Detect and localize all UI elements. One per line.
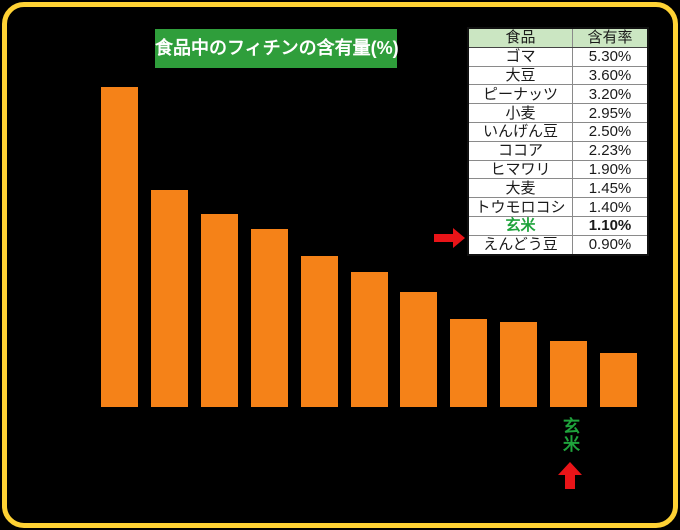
- food-cell: ピーナッツ: [467, 84, 573, 105]
- bar-いんげん豆: [300, 256, 338, 407]
- up-arrow-icon: [558, 462, 582, 489]
- food-cell: 小麦: [467, 103, 573, 123]
- bar-大豆: [150, 189, 188, 407]
- rate-cell: 2.50%: [572, 121, 649, 142]
- table-row: トウモロコシ 1.40%: [467, 197, 649, 217]
- table-row: ピーナッツ 3.20%: [467, 84, 649, 105]
- food-cell: えんどう豆: [467, 234, 573, 256]
- rate-cell: 0.90%: [572, 234, 649, 256]
- bar-玄米: [550, 340, 588, 407]
- rate-column-header: 含有率: [572, 27, 649, 48]
- bar-大麦: [450, 319, 488, 407]
- bar-小麦: [250, 228, 288, 407]
- rate-cell: 1.10%: [572, 215, 649, 236]
- bar-ココア: [350, 272, 388, 407]
- food-cell: いんげん豆: [467, 121, 573, 142]
- table-row: 玄米 1.10%: [467, 215, 649, 236]
- table-row: 大麦 1.45%: [467, 178, 649, 199]
- rate-cell: 3.60%: [572, 65, 649, 86]
- rate-cell: 3.20%: [572, 84, 649, 105]
- table-row: えんどう豆 0.90%: [467, 234, 649, 256]
- food-cell: 大豆: [467, 65, 573, 86]
- food-cell: ヒマワリ: [467, 159, 573, 180]
- food-cell: 玄米: [467, 215, 573, 236]
- table-row: ヒマワリ 1.90%: [467, 159, 649, 180]
- bar-えんどう豆: [600, 352, 637, 407]
- food-cell: 大麦: [467, 178, 573, 199]
- food-cell: ココア: [467, 140, 573, 161]
- food-cell: ゴマ: [467, 46, 573, 67]
- chart-title: 食品中のフィチンの含有量(%): [155, 29, 399, 68]
- table-row: ココア 2.23%: [467, 140, 649, 161]
- table-header-row: 食品 含有率: [467, 27, 649, 48]
- food-cell: トウモロコシ: [467, 197, 573, 217]
- bar-トウモロコシ: [500, 322, 538, 407]
- phytin-content-table: 食品 含有率 ゴマ 5.30% 大豆 3.60% ピーナッツ 3.20% 小麦 2.95% いん…: [467, 27, 649, 256]
- rate-cell: 1.45%: [572, 178, 649, 199]
- rate-cell: 2.23%: [572, 140, 649, 161]
- bar-ゴマ: [101, 86, 138, 407]
- bar-chart: [101, 86, 637, 407]
- food-column-header: 食品: [467, 27, 573, 48]
- rate-cell: 5.30%: [572, 46, 649, 67]
- table-row: いんげん豆 2.50%: [467, 121, 649, 142]
- table-row: 大豆 3.60%: [467, 65, 649, 86]
- table-row: ゴマ 5.30%: [467, 46, 649, 67]
- highlight-bar-label: 玄米: [560, 417, 579, 453]
- rate-cell: 1.90%: [572, 159, 649, 180]
- table-row: 小麦 2.95%: [467, 103, 649, 123]
- rate-cell: 1.40%: [572, 197, 649, 217]
- bar-ピーナッツ: [200, 213, 238, 407]
- rate-cell: 2.95%: [572, 103, 649, 123]
- bar-ヒマワリ: [400, 292, 438, 407]
- right-arrow-icon: [434, 228, 465, 248]
